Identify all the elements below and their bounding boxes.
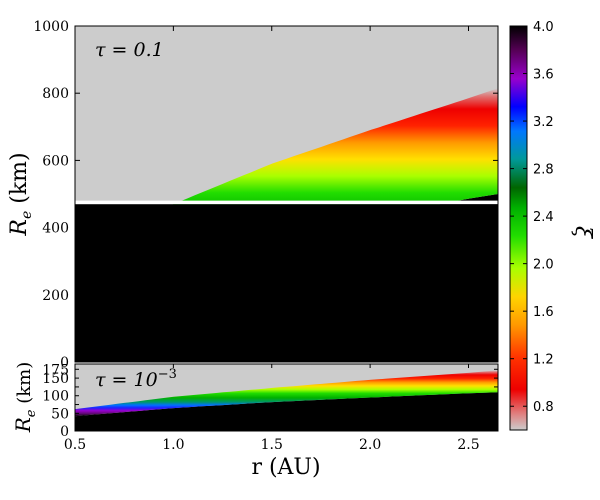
top-y-ticks: 0 200 400 600 800 1000 [33, 19, 498, 371]
bottom-x-tick-label: 1.5 [261, 437, 283, 453]
top-x-ticks [74, 26, 469, 362]
x-axis-label: r (AU) [251, 455, 320, 480]
bottom-x-tick-label: 2.5 [457, 437, 479, 453]
colorbar-tick-label: 3.6 [533, 68, 554, 83]
top-y-tick-label: 1000 [33, 19, 69, 35]
colorbar-tick-label: 4.0 [533, 20, 554, 35]
bottom-tau-base: τ = 10 [95, 369, 158, 391]
colorbar-label: ξ [570, 226, 595, 240]
top-black-below-line [75, 204, 498, 362]
bottom-y-tick-label: 150 [42, 371, 69, 387]
colorbar-tick-label: 3.2 [533, 115, 554, 130]
bottom-y-label: Re (km) [11, 362, 39, 434]
top-panel: 0 200 400 600 800 1000 τ = 0.1 Re (km) [7, 19, 499, 371]
bottom-tau-annotation: τ = 10−3 [95, 367, 177, 391]
bottom-y-tick-label: 50 [51, 406, 69, 422]
bottom-y-tick-label: 100 [42, 389, 69, 405]
bottom-x-tick-label: 1.0 [162, 437, 184, 453]
bottom-y-tick-label: 0 [60, 424, 69, 440]
bottom-xi-band [75, 370, 498, 417]
top-y-tick-label: 0 [60, 355, 69, 371]
top-y-tick-label: 800 [42, 86, 69, 102]
bottom-y-tick-label: 175 [42, 362, 69, 378]
top-y-tick-label: 400 [42, 221, 69, 237]
top-y-tick-label: 200 [42, 288, 69, 304]
colorbar-tick-label: 2.8 [533, 163, 554, 178]
top-panel-frame [74, 25, 499, 363]
top-tau-annotation: τ = 0.1 [95, 39, 164, 61]
bottom-x-tick-label: 2.0 [359, 437, 381, 453]
bottom-tau-exponent: −3 [158, 367, 177, 382]
top-y-label: Re (km) [7, 152, 35, 236]
colorbar-tick-label: 1.2 [533, 353, 554, 368]
bottom-black-region [75, 392, 498, 431]
bottom-x-ticks: 0.5 1.0 1.5 2.0 2.5 [64, 364, 480, 453]
colorbar-tick-label: 0.8 [533, 400, 554, 415]
bottom-x-tick-label: 0.5 [64, 437, 86, 453]
colorbar-gradient-bar [509, 25, 528, 431]
colorbar: 0.8 1.2 1.6 2.0 2.4 2.8 3.2 3.6 4.0 ξ [509, 20, 595, 431]
colorbar-tick-label: 1.6 [533, 305, 554, 320]
top-y-tick-label: 600 [42, 153, 69, 169]
colorbar-tick-label: 2.0 [533, 258, 554, 273]
bottom-panel-frame [74, 363, 499, 432]
colorbar-tick-label: 2.4 [533, 210, 554, 225]
colorbar-ticks: 0.8 1.2 1.6 2.0 2.4 2.8 3.2 3.6 4.0 [510, 20, 554, 415]
